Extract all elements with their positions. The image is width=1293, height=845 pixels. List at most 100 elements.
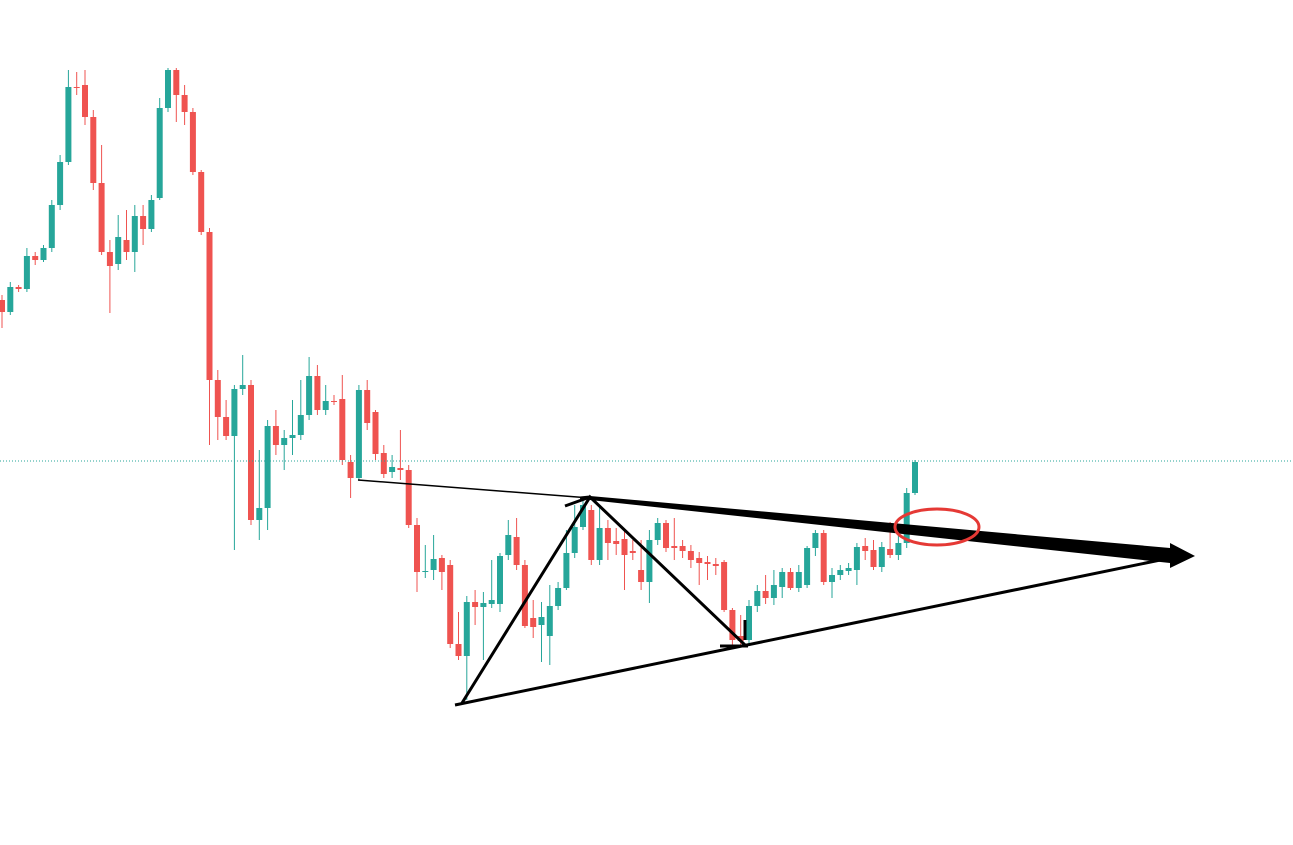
- candle-body: [347, 462, 354, 478]
- candle-body: [405, 470, 412, 525]
- candle-body: [447, 565, 454, 644]
- candle-body: [314, 376, 321, 410]
- candle-body: [571, 527, 578, 553]
- candle-body: [140, 216, 147, 229]
- support-line: [454, 556, 1171, 707]
- candle-body: [820, 533, 827, 582]
- candle-body: [580, 505, 586, 527]
- candle-body: [106, 252, 113, 266]
- candle-body: [322, 401, 329, 410]
- candle-body: [754, 591, 761, 606]
- candle-body: [795, 572, 802, 588]
- candle-body: [646, 540, 653, 582]
- zigzag: [460, 494, 747, 704]
- candle-body: [912, 462, 918, 493]
- candle-body: [787, 572, 794, 588]
- candle-body: [355, 390, 362, 478]
- candle-body: [289, 435, 296, 438]
- candle-body: [123, 240, 130, 252]
- candle-body: [98, 183, 105, 252]
- candle-body: [629, 551, 636, 553]
- candle-body: [679, 546, 686, 551]
- candle-body: [505, 535, 512, 555]
- candle-body: [762, 591, 769, 598]
- candle-body: [903, 493, 910, 543]
- candle-body: [455, 644, 462, 656]
- candle-body: [463, 602, 470, 656]
- candle-body: [397, 468, 404, 470]
- candle-body: [895, 543, 902, 555]
- candle-body: [729, 610, 736, 640]
- candle-body: [862, 546, 869, 551]
- candle-body: [339, 399, 346, 460]
- candle-body: [513, 537, 520, 565]
- candle-body: [65, 87, 72, 162]
- candle-body: [721, 562, 728, 610]
- candle-body: [364, 390, 371, 423]
- candle-body: [189, 112, 196, 172]
- candle-body: [198, 172, 205, 232]
- candle-body: [812, 533, 819, 548]
- candle-body: [521, 565, 528, 626]
- candle-body: [264, 426, 271, 508]
- candle-body: [845, 568, 852, 571]
- drawings: [357, 479, 1195, 707]
- candle-body: [148, 200, 155, 229]
- candle-body: [331, 401, 337, 402]
- candle-body: [704, 562, 711, 564]
- candle-body: [297, 415, 304, 435]
- candle-body: [214, 380, 221, 417]
- candle-body: [779, 572, 786, 587]
- candle-body: [870, 550, 877, 567]
- candle-body: [15, 287, 22, 289]
- candle-body: [90, 117, 97, 183]
- highlight-ellipse: [893, 507, 981, 547]
- candle-body: [206, 232, 213, 380]
- candle-body: [165, 70, 171, 108]
- candle-body: [563, 553, 570, 588]
- trend-arrow: [590, 496, 1195, 568]
- candle-body: [248, 385, 254, 520]
- candle-body: [853, 547, 860, 570]
- candle-body: [48, 205, 55, 248]
- candle-body: [306, 376, 313, 415]
- candle-body: [737, 636, 744, 641]
- candle-body: [131, 216, 138, 252]
- candle-body: [231, 389, 238, 436]
- candle-body: [438, 558, 445, 572]
- candle-body: [372, 412, 379, 454]
- candle-body: [40, 248, 47, 260]
- candle-body: [23, 256, 30, 289]
- candle-body: [621, 539, 628, 555]
- candle-body: [272, 426, 279, 445]
- candle-body: [546, 606, 553, 636]
- candle-body: [488, 600, 495, 604]
- candle-body: [878, 547, 885, 567]
- candle-body: [613, 541, 620, 544]
- candle-body: [472, 602, 479, 607]
- candle-body: [430, 559, 437, 570]
- candle-body: [480, 603, 487, 607]
- arrow-tip: [564, 495, 591, 508]
- candle-body: [596, 528, 603, 560]
- candle-body: [887, 549, 894, 555]
- candle-body: [181, 95, 188, 112]
- candle-body: [239, 385, 246, 389]
- candles: [0, 68, 918, 700]
- candle-body: [712, 564, 719, 566]
- candle-body: [654, 523, 661, 540]
- candle-body: [638, 570, 645, 582]
- candle-body: [530, 618, 537, 627]
- candle-body: [173, 70, 180, 95]
- candle-body: [32, 256, 39, 260]
- candle-body: [0, 300, 5, 312]
- candle-body: [73, 87, 80, 88]
- candle-body: [804, 548, 811, 585]
- candle-body: [663, 523, 669, 548]
- candle-body: [82, 85, 88, 117]
- candle-body: [57, 162, 64, 205]
- candle-body: [538, 617, 545, 625]
- candle-body: [604, 528, 611, 543]
